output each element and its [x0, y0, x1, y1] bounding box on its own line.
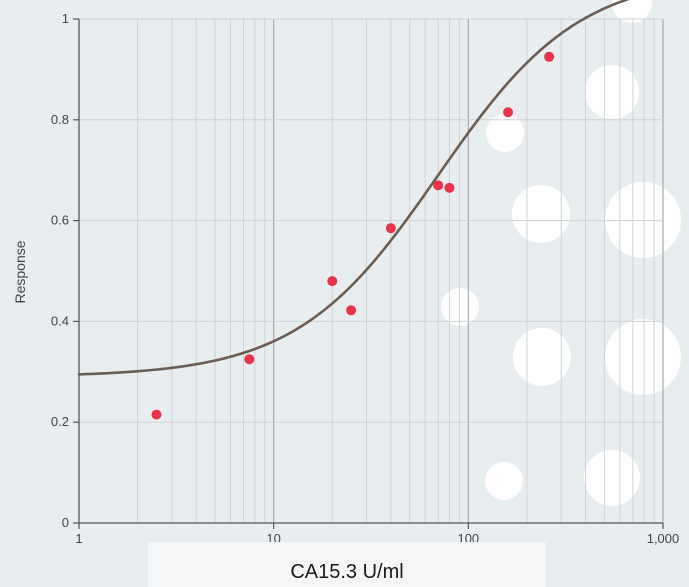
y-tick-label: 0 [62, 515, 69, 530]
data-points [151, 51, 555, 420]
data-point [433, 180, 444, 191]
data-point [503, 107, 514, 118]
decor-circle [441, 288, 479, 326]
data-point [385, 223, 396, 234]
y-tick-label: 0.4 [51, 313, 69, 328]
decor-circle [486, 114, 524, 152]
fit-curve-layer [77, 0, 630, 376]
data-point [444, 182, 455, 193]
data-point [327, 276, 338, 287]
data-point [244, 354, 255, 365]
decor-circle [585, 65, 639, 119]
data-point [346, 305, 357, 316]
decor-circle [513, 328, 571, 386]
y-tick-label: 0.8 [51, 112, 69, 127]
y-tick-label: 0.2 [51, 414, 69, 429]
y-tick-label: 1 [62, 11, 69, 26]
x-axis-title: CA15.3 U/ml [290, 561, 403, 583]
fit-curve [77, 0, 630, 376]
data-point [544, 51, 555, 62]
labels: CA15.3 U/ml Response [12, 240, 546, 587]
y-tick-label: 0.6 [51, 213, 69, 228]
y-axis-title: Response [12, 240, 28, 303]
xlabel-backdrop [148, 542, 546, 587]
decor-circle [584, 450, 640, 506]
x-tick-label: 1,000 [647, 531, 680, 546]
x-tick-label: 1 [75, 531, 82, 546]
data-point [151, 409, 162, 420]
decor-circle [612, 0, 652, 23]
grid [78, 18, 664, 524]
decor-circle [485, 462, 523, 500]
decor-circle [605, 182, 681, 258]
decor-circle [605, 319, 681, 395]
